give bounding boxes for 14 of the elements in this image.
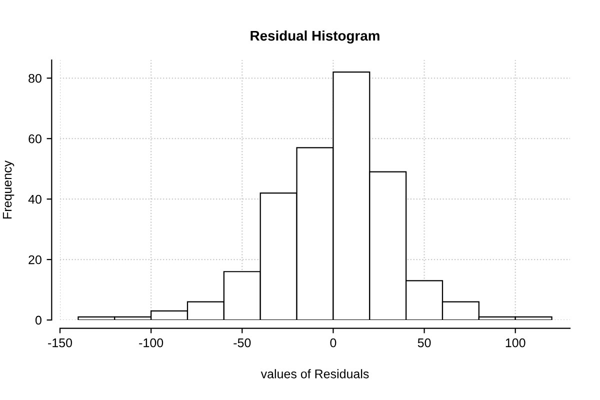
x-tick-label: 50 [418, 338, 431, 348]
y-tick-label: 80 [28, 74, 42, 83]
y-tick-label: 40 [28, 194, 42, 204]
x-tick-label: 100 [506, 338, 526, 348]
x-axis-title: values of Residuals [260, 369, 369, 378]
y-tick-label: 0 [35, 316, 42, 325]
x-tick-label: -50 [234, 338, 251, 348]
chart-title: Residual Histogram [250, 30, 380, 44]
y-tick-label: 20 [28, 255, 42, 264]
y-tick-label: 60 [28, 134, 42, 144]
x-tick-label: -100 [139, 338, 164, 348]
y-axis-title: Frequency [2, 160, 14, 218]
x-tick-label: 0 [330, 338, 336, 348]
x-tick-label: -150 [48, 338, 72, 348]
